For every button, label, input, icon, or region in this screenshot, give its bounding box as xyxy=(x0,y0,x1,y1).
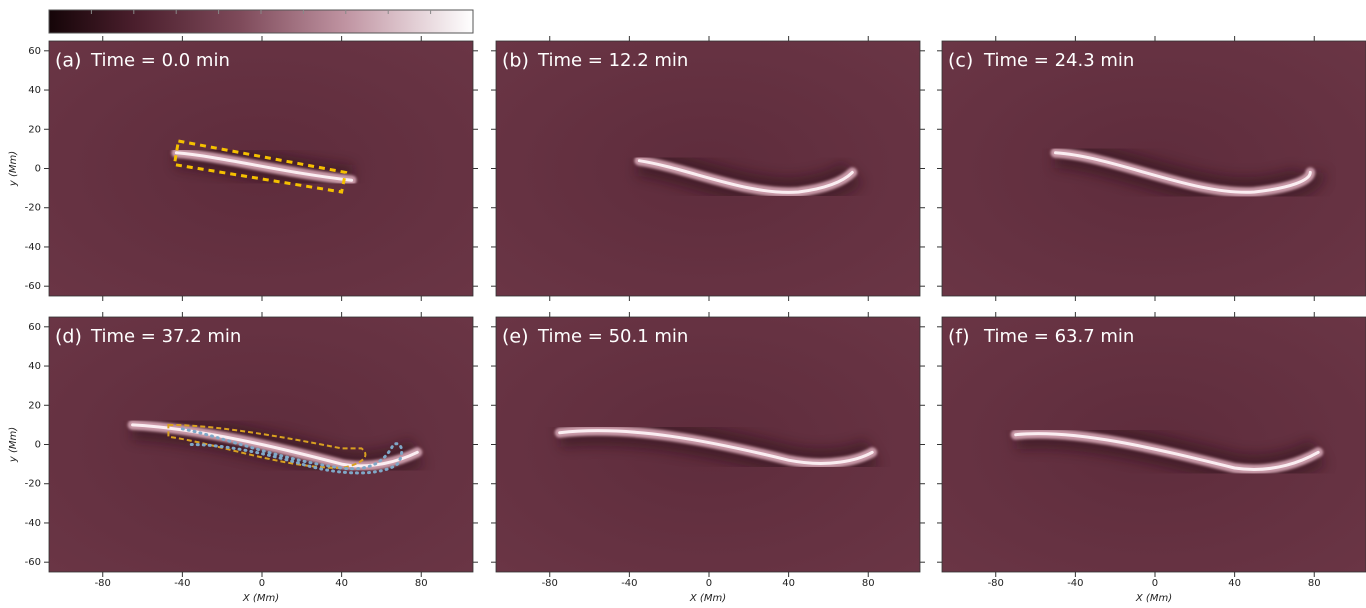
panel-title: Time = 12.2 min xyxy=(537,50,688,71)
filament xyxy=(558,429,874,465)
dotted-outline xyxy=(180,427,404,475)
panel-label: (b) xyxy=(502,50,529,72)
x-tick-label: -80 xyxy=(988,578,1004,589)
y-tick-label: 40 xyxy=(28,361,41,372)
y-tick-label: 60 xyxy=(28,322,41,333)
y-tick-label: -20 xyxy=(25,203,41,214)
panel: (f) Time = 63.7 min -80 -40 0 40 80 X (Mm) xyxy=(937,312,1366,604)
panel-label: (d) xyxy=(55,326,82,348)
x-tick-label: -80 xyxy=(542,578,558,589)
panel-title: Time = 63.7 min xyxy=(983,326,1134,347)
y-tick-label: -60 xyxy=(25,557,41,568)
x-tick-label: 0 xyxy=(706,578,712,589)
y-tick-label: 0 xyxy=(35,440,41,451)
panel-label: (c) xyxy=(948,50,973,72)
dashed-box xyxy=(172,139,348,194)
dashed-outline xyxy=(167,423,367,470)
panel: (a) Time = 0.0 min -60 -40 -20 0 20 40 60 y (Mm) xyxy=(8,36,478,301)
panel-label: (a) xyxy=(55,50,81,72)
panel-label: (f) xyxy=(948,326,970,348)
filament xyxy=(1054,151,1312,194)
x-tick-label: -40 xyxy=(621,578,637,589)
panel-label: (e) xyxy=(502,326,529,348)
filament xyxy=(131,423,419,468)
x-tick-label: 80 xyxy=(862,578,875,589)
panel: (c) Time = 24.3 min xyxy=(937,36,1366,301)
y-tick-label: 60 xyxy=(28,46,41,57)
filament xyxy=(637,159,854,194)
x-tick-label: 40 xyxy=(335,578,348,589)
panel-title: Time = 37.2 min xyxy=(90,326,241,347)
y-tick-label: 20 xyxy=(28,124,41,135)
y-tick-label: -60 xyxy=(25,281,41,292)
panel: (e) Time = 50.1 min -80 -40 0 40 80 X (Mm) xyxy=(491,312,925,604)
panel: (b) Time = 12.2 min xyxy=(491,36,925,301)
y-tick-label: -40 xyxy=(25,242,41,253)
x-tick-label: -40 xyxy=(1067,578,1083,589)
filament xyxy=(174,151,354,182)
x-axis-label: X (Mm) xyxy=(689,593,726,604)
panel-title: Time = 24.3 min xyxy=(983,50,1134,71)
x-tick-label: 80 xyxy=(415,578,428,589)
x-tick-label: 40 xyxy=(1228,578,1241,589)
y-tick-label: -20 xyxy=(25,479,41,490)
x-axis-label: X (Mm) xyxy=(1135,593,1172,604)
x-tick-label: -40 xyxy=(174,578,190,589)
panel-title: Time = 0.0 min xyxy=(90,50,230,71)
y-axis-label: y (Mm) xyxy=(8,427,19,463)
filament xyxy=(1014,432,1320,471)
x-tick-label: 0 xyxy=(1152,578,1158,589)
y-tick-label: -40 xyxy=(25,518,41,529)
panel-title: Time = 50.1 min xyxy=(537,326,688,347)
x-axis-label: X (Mm) xyxy=(242,593,279,604)
x-tick-label: -80 xyxy=(95,578,111,589)
y-axis-label: y (Mm) xyxy=(8,151,19,187)
panel: (d) Time = 37.2 min -80 -40 0 40 80 -60 -40 -20 0 2… xyxy=(8,312,478,604)
x-tick-label: 80 xyxy=(1308,578,1321,589)
x-tick-label: 40 xyxy=(782,578,795,589)
y-tick-label: 20 xyxy=(28,400,41,411)
y-tick-label: 0 xyxy=(35,164,41,175)
y-tick-label: 40 xyxy=(28,85,41,96)
x-tick-label: 0 xyxy=(259,578,265,589)
